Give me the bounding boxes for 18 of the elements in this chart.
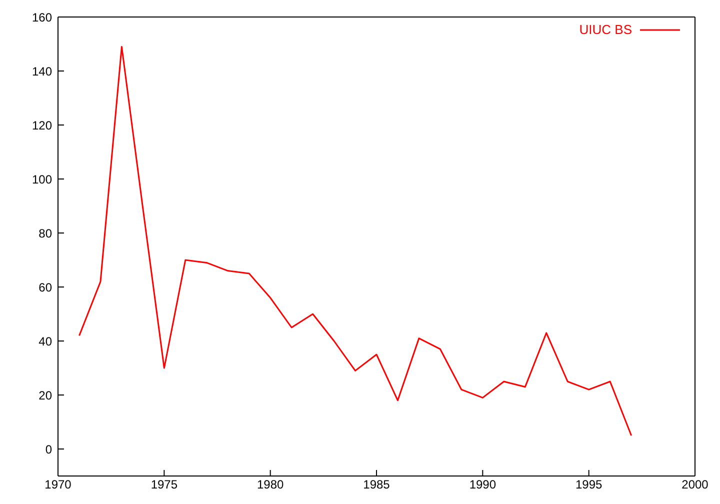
x-tick-label: 1975 [150,478,178,492]
x-tick-label: 1985 [363,478,390,492]
y-tick-label: 140 [32,64,52,78]
y-tick-label: 100 [32,172,52,186]
x-tick-label: 1995 [575,478,603,492]
x-tick-label: 2000 [682,478,709,492]
x-tick-label: 1990 [469,478,496,492]
y-tick-label: 0 [45,442,52,456]
y-tick-label: 80 [38,226,52,240]
x-tick-label: 1980 [256,478,284,492]
legend-label: UIUC BS [579,22,632,37]
y-tick-label: 40 [38,334,52,348]
y-tick-label: 20 [38,388,52,402]
y-tick-label: 160 [32,10,52,24]
y-tick-label: 60 [38,280,52,294]
line-series [78,46,632,436]
y-tick-label: 120 [32,118,52,132]
x-tick-label: 1970 [44,478,72,492]
